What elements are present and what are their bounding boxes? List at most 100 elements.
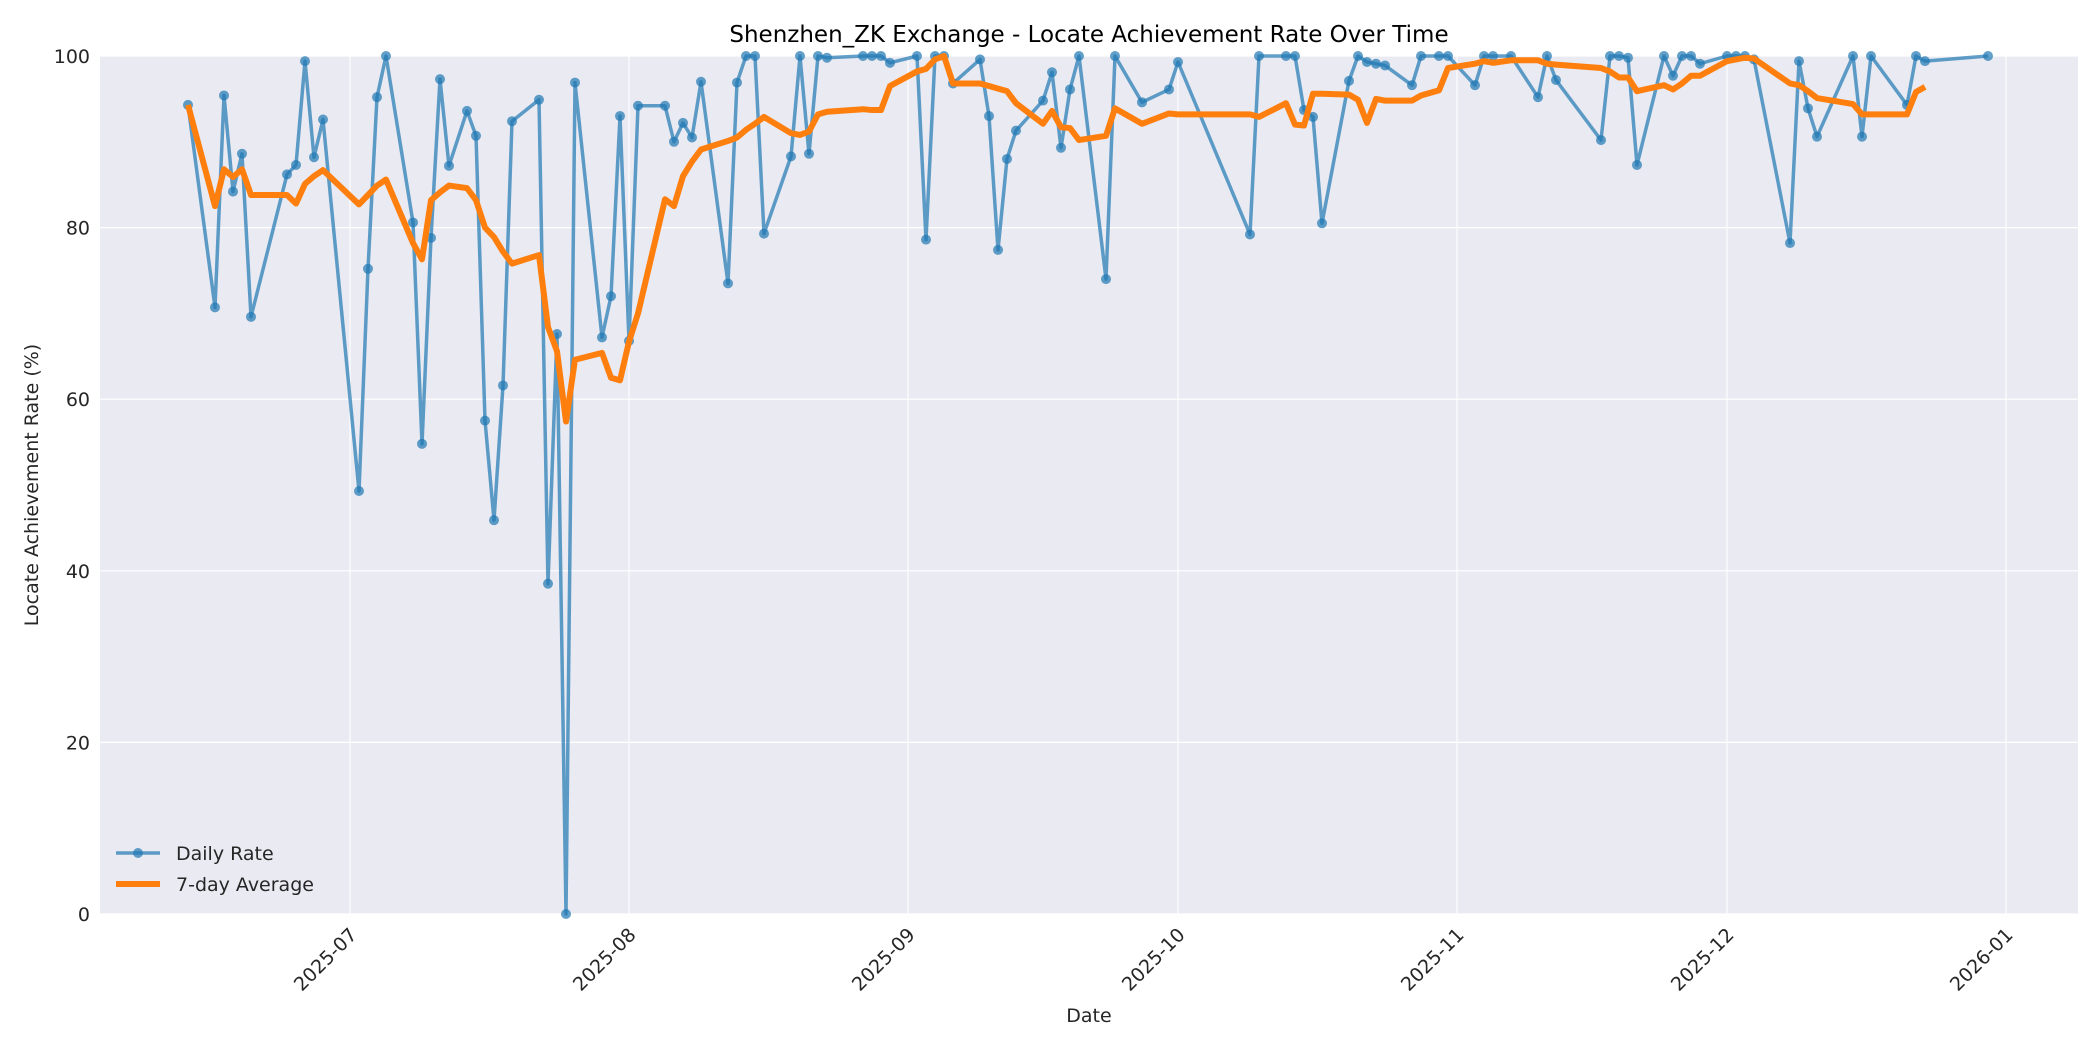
daily-rate-point xyxy=(1632,159,1642,170)
daily-rate-point xyxy=(759,228,769,239)
daily-rate-point xyxy=(876,51,886,61)
seven-day-average-line xyxy=(185,53,1927,425)
legend-avg-label: 7-day Average xyxy=(176,874,314,896)
daily-rate-point xyxy=(1533,92,1543,103)
daily-rate-point xyxy=(462,105,472,116)
daily-rate-point xyxy=(1101,274,1111,285)
x-axis-ticks: 2025-07 2025-08 2025-09 2025-10 2025-11 2025-… xyxy=(290,924,2018,996)
daily-rate-point xyxy=(471,130,481,141)
plot-area xyxy=(100,56,2078,914)
daily-rate-point xyxy=(1308,111,1318,122)
y-axis-ticks: 0 20 40 60 80 100 xyxy=(54,46,90,926)
x-tick-label: 2025-12 xyxy=(1667,924,1739,996)
daily-rate-point xyxy=(408,217,418,228)
daily-rate-point xyxy=(210,302,220,313)
daily-rate-point xyxy=(489,515,499,526)
daily-rate-point xyxy=(480,415,490,426)
daily-rate-point xyxy=(1164,84,1174,95)
daily-rate-point xyxy=(984,111,994,122)
daily-rate-point xyxy=(1290,51,1300,61)
x-tick-label: 2025-11 xyxy=(1397,924,1469,996)
daily-rate-point xyxy=(795,51,805,61)
daily-rate-point xyxy=(1002,153,1012,164)
daily-rate-point xyxy=(354,486,364,497)
daily-rate-point xyxy=(1623,52,1633,63)
daily-rate-point xyxy=(1371,58,1381,69)
daily-rate-point xyxy=(1380,60,1390,71)
daily-rate-point xyxy=(219,90,229,101)
daily-rate-point xyxy=(1695,58,1705,69)
daily-rate-point xyxy=(561,909,571,919)
daily-rate-point xyxy=(1479,51,1489,61)
y-tick-label: 100 xyxy=(54,46,90,68)
daily-rate-point xyxy=(993,244,1003,255)
daily-rate-point xyxy=(1785,238,1795,249)
y-tick-label: 80 xyxy=(66,218,90,240)
daily-rate-point xyxy=(1362,57,1372,68)
daily-rate-point xyxy=(372,92,382,103)
x-tick-label: 2025-10 xyxy=(1118,924,1190,996)
daily-rate-point xyxy=(597,332,607,343)
daily-rate-point xyxy=(300,56,310,67)
daily-rate-point xyxy=(1317,218,1327,229)
daily-rate-point xyxy=(1110,51,1120,61)
daily-rate-point xyxy=(975,54,985,65)
daily-rate-point xyxy=(282,169,292,180)
x-tick-label: 2025-08 xyxy=(569,924,641,996)
daily-rate-point xyxy=(1137,97,1147,108)
daily-rate-point xyxy=(1074,51,1084,61)
daily-rate-point xyxy=(1803,103,1813,114)
daily-rate-point xyxy=(750,51,760,61)
daily-rate-point xyxy=(291,159,301,170)
daily-rate-point xyxy=(1659,51,1669,61)
daily-rate-point xyxy=(1443,51,1453,61)
daily-rate-point xyxy=(1434,51,1444,61)
daily-rate-point xyxy=(1677,51,1687,61)
daily-rate-point xyxy=(1056,142,1066,153)
legend-daily-marker xyxy=(133,848,143,858)
daily-rate-point xyxy=(1794,56,1804,67)
daily-rate-point xyxy=(237,148,247,159)
grid-lines xyxy=(100,55,2078,915)
daily-rate-point xyxy=(1614,51,1624,61)
daily-rate-point xyxy=(1596,135,1606,146)
daily-rate-point xyxy=(1353,51,1363,61)
x-tick-label: 2025-09 xyxy=(848,924,920,996)
daily-rate-point xyxy=(228,186,238,197)
daily-rate-point xyxy=(1911,51,1921,61)
daily-rate-point xyxy=(1173,57,1183,68)
legend-daily-label: Daily Rate xyxy=(176,843,274,865)
y-tick-label: 20 xyxy=(66,732,90,754)
daily-rate-point xyxy=(381,51,391,61)
daily-rate-point xyxy=(687,132,697,143)
daily-rate-point xyxy=(741,51,751,61)
daily-rate-point xyxy=(1245,229,1255,240)
y-tick-label: 0 xyxy=(78,904,90,926)
daily-rate-point xyxy=(1542,51,1552,61)
daily-rate-point xyxy=(813,51,823,61)
daily-rate-point xyxy=(507,116,517,127)
daily-rate-point xyxy=(1065,84,1075,95)
daily-rate-point xyxy=(1470,80,1480,91)
daily-rate-point xyxy=(1983,51,1993,61)
daily-rate-point xyxy=(363,263,373,274)
daily-rate-point xyxy=(444,160,454,171)
chart-title: Shenzhen_ZK Exchange - Locate Achievemen… xyxy=(729,22,1448,48)
daily-rate-point xyxy=(1038,95,1048,106)
daily-rate-point xyxy=(1605,51,1615,61)
daily-rate-point xyxy=(885,57,895,68)
daily-rate-point xyxy=(732,77,742,88)
daily-rate-point xyxy=(1686,51,1696,61)
daily-rate-point xyxy=(669,136,679,147)
daily-rate-point xyxy=(246,311,256,322)
daily-rate-point xyxy=(498,380,508,391)
daily-rate-point xyxy=(633,100,643,111)
daily-rate-point xyxy=(822,52,832,63)
daily-rate-point xyxy=(435,74,445,85)
daily-rate-point xyxy=(858,51,868,61)
x-tick-label: 2025-07 xyxy=(290,924,362,996)
daily-rate-point xyxy=(1281,51,1291,61)
daily-rate-point xyxy=(1812,131,1822,142)
daily-rate-point xyxy=(1848,51,1858,61)
